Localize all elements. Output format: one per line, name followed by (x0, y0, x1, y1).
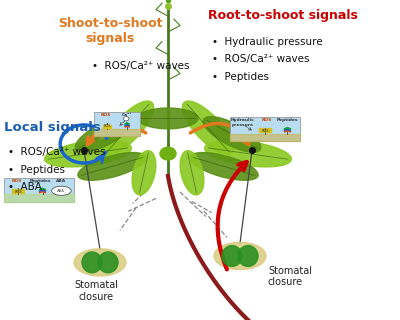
Bar (18, 189, 24, 193)
Ellipse shape (190, 153, 258, 180)
Text: Hydraulic
pressure: Hydraulic pressure (231, 118, 254, 127)
Text: •  ROS/Ca²⁺ waves: • ROS/Ca²⁺ waves (8, 147, 106, 157)
Text: •  ROS/Ca²⁺ waves: • ROS/Ca²⁺ waves (92, 61, 190, 71)
Ellipse shape (98, 252, 118, 273)
Ellipse shape (75, 116, 133, 152)
Ellipse shape (82, 252, 102, 273)
Text: Peptides: Peptides (30, 179, 51, 183)
Text: Peptides: Peptides (277, 118, 298, 122)
FancyBboxPatch shape (94, 112, 140, 136)
Text: Local signals: Local signals (4, 121, 101, 134)
Text: •  Hydraulic pressure: • Hydraulic pressure (212, 37, 323, 47)
Text: •  ABA: • ABA (8, 182, 42, 192)
Ellipse shape (203, 116, 261, 152)
Ellipse shape (132, 151, 156, 195)
Bar (12, 189, 18, 193)
FancyBboxPatch shape (230, 117, 300, 141)
Text: ROS: ROS (261, 118, 272, 122)
Ellipse shape (160, 147, 176, 160)
Text: •  Peptides: • Peptides (8, 165, 65, 175)
Ellipse shape (180, 151, 204, 195)
Text: Root-to-shoot signals: Root-to-shoot signals (208, 9, 358, 22)
Text: Stomatal
closure: Stomatal closure (74, 280, 118, 301)
Text: •  ROS/Ca²⁺ waves: • ROS/Ca²⁺ waves (212, 54, 310, 64)
Text: ABA: ABA (56, 179, 66, 183)
Text: •  Peptides: • Peptides (212, 72, 269, 82)
Ellipse shape (52, 186, 71, 195)
Ellipse shape (204, 140, 292, 167)
Ellipse shape (78, 153, 146, 180)
Bar (107, 125, 110, 128)
Text: ROS: ROS (14, 189, 22, 194)
FancyBboxPatch shape (4, 178, 74, 202)
Ellipse shape (138, 108, 198, 129)
Ellipse shape (214, 243, 266, 269)
Text: Shoot-to-shoot
signals: Shoot-to-shoot signals (58, 17, 162, 45)
Circle shape (124, 116, 129, 121)
Text: ROS: ROS (261, 129, 269, 133)
Ellipse shape (222, 246, 242, 266)
Bar (266, 128, 270, 132)
Text: ROS: ROS (103, 124, 111, 128)
Text: Ca²⁺: Ca²⁺ (122, 113, 132, 117)
Text: ABA: ABA (58, 189, 65, 193)
Text: ROS: ROS (100, 113, 111, 117)
Ellipse shape (182, 101, 234, 155)
Ellipse shape (74, 249, 126, 276)
Text: Stomatal
closure: Stomatal closure (268, 266, 312, 287)
Bar (259, 128, 264, 132)
Ellipse shape (102, 101, 154, 155)
Text: ROS: ROS (12, 179, 22, 183)
Ellipse shape (238, 246, 258, 266)
Ellipse shape (44, 140, 132, 167)
Bar (103, 125, 106, 128)
